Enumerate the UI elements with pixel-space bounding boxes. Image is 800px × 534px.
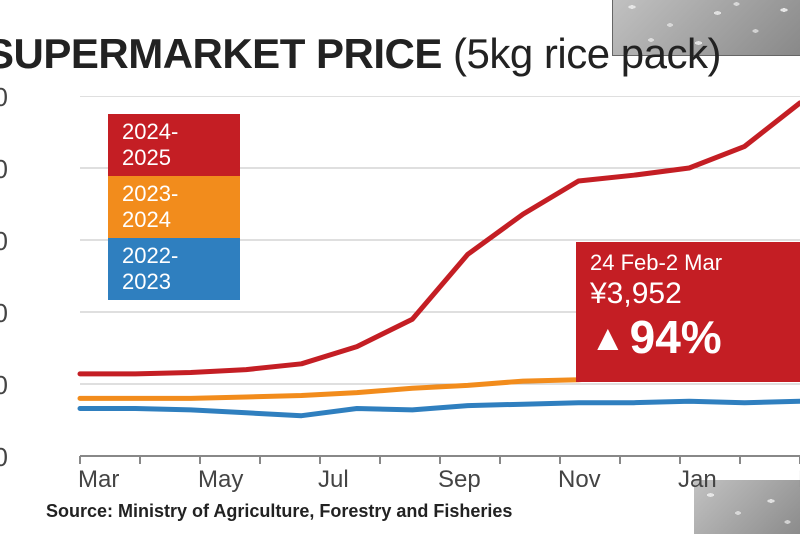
x-tick-label: Nov (558, 466, 601, 494)
legend-2024-2025: 2024-2025 (108, 114, 240, 176)
y-tick-label: 4000 (0, 82, 8, 113)
y-tick-label: 2500 (0, 298, 8, 329)
chart-title: SUPERMARKET PRICE (5kg rice pack) (0, 30, 721, 78)
legend: 2024-2025 2023-2024 2022-2023 (108, 114, 240, 300)
x-tick-label: Jan (678, 466, 717, 494)
x-tick-label: Jul (318, 466, 349, 494)
up-arrow-icon: ▲ (590, 320, 626, 356)
callout-change: ▲94% (590, 312, 800, 363)
price-callout: 24 Feb-2 Mar ¥3,952 ▲94% (576, 242, 800, 382)
title-light: (5kg rice pack) (442, 30, 721, 77)
y-tick-label: 1500 (0, 442, 8, 473)
x-tick-label: May (198, 466, 243, 494)
callout-price: ¥3,952 (590, 276, 800, 312)
x-tick-label: Mar (78, 466, 119, 494)
callout-date-range: 24 Feb-2 Mar (590, 250, 800, 276)
x-tick-label: Sep (438, 466, 481, 494)
chart-source: Source: Ministry of Agriculture, Forestr… (46, 501, 512, 522)
title-bold: SUPERMARKET PRICE (0, 30, 442, 77)
y-tick-label: 2000 (0, 370, 8, 401)
y-tick-label: 3500 (0, 154, 8, 185)
chart-viewport: SUPERMARKET PRICE (5kg rice pack) 2024-2… (0, 0, 800, 534)
legend-2023-2024: 2023-2024 (108, 176, 240, 238)
y-tick-label: 3000 (0, 226, 8, 257)
callout-percent: 94% (630, 312, 722, 363)
legend-2022-2023: 2022-2023 (108, 238, 240, 300)
